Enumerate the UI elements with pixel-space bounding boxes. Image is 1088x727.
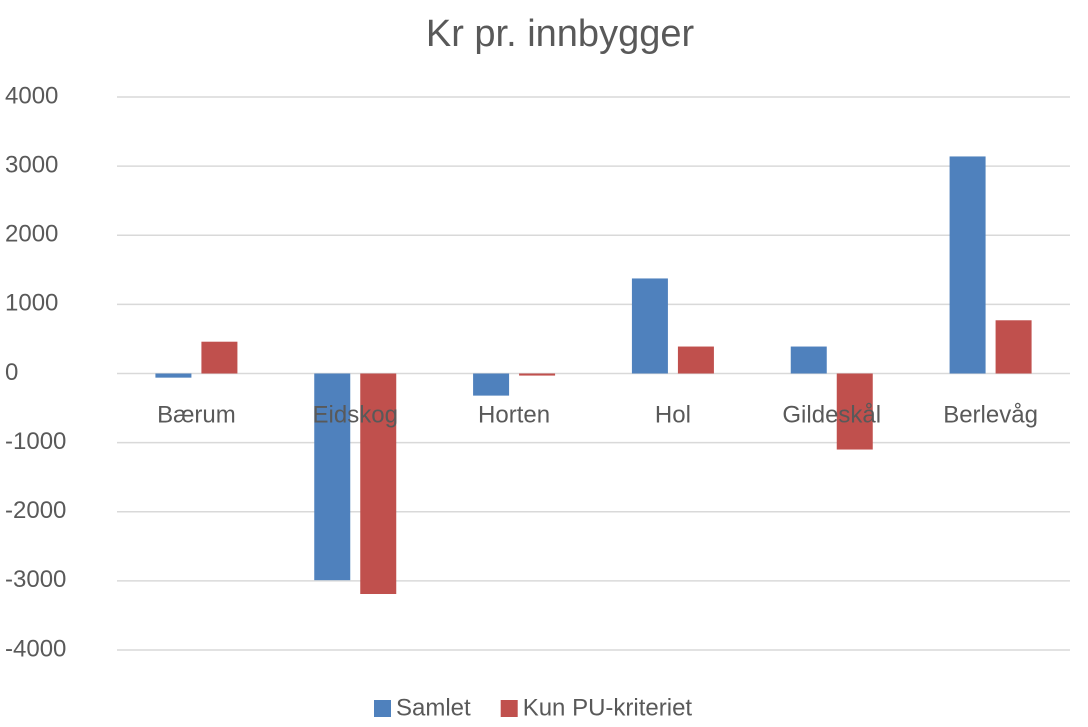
chart-title: Kr pr. innbygger (426, 13, 695, 55)
bar (677, 346, 714, 374)
bar (995, 320, 1032, 374)
y-tick-label: -3000 (5, 566, 66, 593)
bar (790, 346, 827, 374)
y-tick-label: 3000 (5, 151, 58, 178)
y-tick-label: -1000 (5, 428, 66, 455)
bar (519, 373, 556, 376)
x-tick-label: Berlevåg (943, 401, 1038, 428)
y-tick-label: -2000 (5, 497, 66, 524)
x-tick-label: Horten (478, 401, 550, 428)
y-tick-label: 2000 (5, 221, 58, 248)
x-tick-label: Bærum (157, 401, 236, 428)
bar (360, 373, 397, 595)
x-tick-label: Hol (655, 401, 691, 428)
bar (473, 373, 510, 396)
y-tick-label: 1000 (5, 290, 58, 317)
bar (201, 341, 238, 374)
bar (155, 373, 192, 378)
y-tick-label: 0 (5, 359, 18, 386)
bar (631, 278, 668, 374)
x-tick-label: Eidskog (313, 401, 398, 428)
bar (836, 373, 873, 450)
bar (949, 156, 986, 374)
y-tick-label: 4000 (5, 82, 58, 109)
legend-label: Samlet (396, 694, 471, 721)
x-tick-label: Gildeskål (782, 401, 881, 428)
legend-label: Kun PU-kriteriet (523, 694, 693, 721)
y-tick-label: -4000 (5, 635, 66, 662)
legend-swatch (500, 700, 518, 717)
bar (314, 373, 351, 581)
legend-swatch (374, 700, 391, 717)
